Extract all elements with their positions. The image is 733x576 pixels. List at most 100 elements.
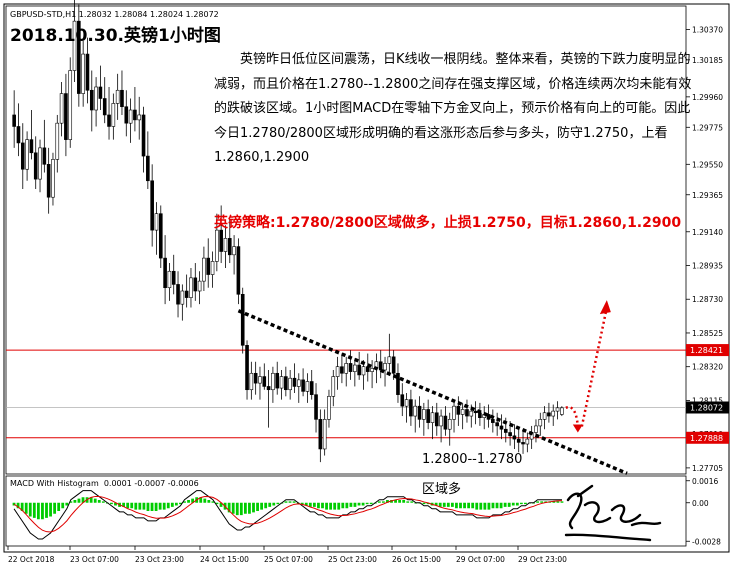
- macd-bar: [235, 502, 239, 516]
- macd-bar: [158, 502, 162, 510]
- candle-body: [33, 152, 38, 180]
- price-level-label: 1.28421: [690, 346, 723, 355]
- macd-bar: [422, 502, 426, 505]
- candle-body: [460, 409, 465, 415]
- x-tick-label: 22 Oct 2018: [8, 555, 55, 564]
- macd-bar: [166, 502, 170, 509]
- macd-bar: [438, 502, 442, 507]
- candle-body: [456, 405, 461, 415]
- macd-bar: [203, 498, 207, 503]
- candle-body: [128, 109, 133, 124]
- candle-body: [141, 114, 146, 157]
- y-tick-label: 1.29960: [692, 93, 723, 102]
- candle-body: [547, 412, 551, 417]
- candle-body: [133, 109, 137, 121]
- candle-body: [89, 89, 94, 111]
- macd-bar: [503, 502, 507, 507]
- macd-bar: [325, 502, 328, 510]
- macd-bar: [207, 500, 211, 503]
- candle-body: [107, 114, 111, 127]
- candle-body: [55, 122, 60, 160]
- candle-body: [551, 410, 556, 417]
- candle-body: [20, 142, 25, 170]
- macd-bar: [386, 500, 389, 503]
- candle-body: [396, 372, 400, 395]
- candle-body: [301, 379, 305, 392]
- macd-bar: [142, 502, 146, 510]
- macd-bar: [256, 502, 259, 511]
- x-tick-label: 25 Oct 07:00: [264, 555, 313, 564]
- macd-bar: [114, 502, 117, 506]
- macd-bar: [231, 502, 235, 514]
- candle-body: [335, 366, 340, 377]
- macd-bar: [110, 502, 113, 505]
- macd-bar: [450, 502, 454, 507]
- candle-body: [29, 139, 34, 154]
- signature: [564, 484, 662, 542]
- candle-body: [486, 414, 491, 420]
- macd-bar: [174, 502, 178, 506]
- candle-body: [262, 376, 267, 387]
- macd-bar: [463, 502, 466, 509]
- macd-bar: [219, 502, 223, 507]
- candle-body: [202, 257, 206, 282]
- macd-bar: [552, 501, 556, 503]
- macd-bar: [304, 502, 308, 506]
- macd-bar: [45, 502, 48, 518]
- candle-body: [249, 372, 254, 391]
- macd-bar: [308, 502, 312, 507]
- macd-bar: [361, 502, 365, 506]
- macd-bar: [337, 502, 341, 510]
- macd-bar: [276, 502, 280, 505]
- x-tick-label: 26 Oct 15:00: [392, 555, 441, 564]
- macd-bar: [381, 501, 385, 503]
- y-tick-label: 1.29550: [692, 160, 723, 169]
- y-tick-label: 1.29365: [692, 191, 723, 200]
- macd-bar: [442, 502, 446, 507]
- candle-body: [271, 372, 275, 391]
- macd-bar: [81, 497, 85, 503]
- macd-y-tick-label: 0.00: [692, 499, 709, 508]
- chart-border: [3, 3, 730, 553]
- macd-bar: [410, 501, 414, 503]
- candle-body: [240, 293, 245, 346]
- macd-bar: [357, 502, 361, 506]
- macd-bar: [353, 502, 357, 507]
- macd-bar: [479, 502, 483, 510]
- macd-bar: [89, 497, 93, 503]
- candle-body: [77, 20, 81, 94]
- macd-bar: [292, 501, 296, 503]
- macd-bar: [560, 501, 564, 503]
- candle-body: [534, 425, 538, 433]
- macd-y-tick-label: 0.0016: [692, 477, 718, 486]
- candle-body: [124, 106, 129, 124]
- price-level-lines: 1.28421 1.27888 1.28072: [6, 344, 729, 444]
- macd-bar: [24, 502, 28, 514]
- time-axis: 22 Oct 2018 23 Oct 07:00 23 Oct 23:00 24 Oc…: [7, 546, 567, 564]
- macd-bar: [377, 501, 381, 503]
- candle-body: [59, 93, 64, 124]
- macd-title: MACD With Histogram 0.0001 -0.0007 -0.00…: [10, 479, 199, 488]
- macd-bar: [524, 502, 527, 505]
- candle-body: [499, 425, 504, 430]
- candle-body: [102, 98, 107, 116]
- candle-body: [150, 180, 154, 231]
- candle-body: [503, 428, 508, 433]
- candle-body: [344, 363, 349, 374]
- y-tick-label: 1.29775: [692, 123, 723, 132]
- candle-body: [219, 229, 223, 252]
- macd-bar: [459, 502, 462, 509]
- candle-body: [158, 213, 163, 259]
- macd-bar: [248, 502, 251, 514]
- macd-bar: [41, 502, 44, 520]
- macd-y-tick-label: -0.0028: [692, 537, 721, 546]
- price-level-tag: [686, 344, 729, 357]
- y-tick-label: 1.30185: [692, 56, 723, 65]
- signal-line: [13, 495, 563, 533]
- macd-bar: [511, 502, 515, 506]
- macd-bar: [69, 501, 73, 503]
- macd-bar: [215, 502, 219, 505]
- macd-bar: [227, 502, 231, 513]
- candle-body: [305, 381, 310, 392]
